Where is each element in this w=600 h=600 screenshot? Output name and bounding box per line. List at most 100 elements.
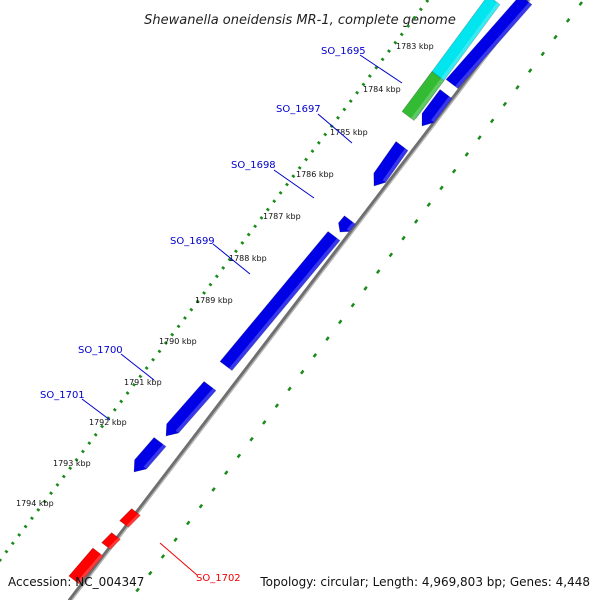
tick-dot [10,541,15,546]
gene-label-so-1698[interactable]: SO_1698 [231,160,276,171]
tick-label: 1787 kbp [263,212,301,221]
tick-dot [55,482,60,487]
tick-dot [291,174,296,179]
tick-dot [189,307,194,312]
gene-label-so-1699[interactable]: SO_1699 [170,236,215,247]
tick-dot [221,266,226,270]
tick-dot [49,491,54,496]
leader-line [159,542,198,576]
tick-dot [87,441,92,446]
tick-dot [144,366,149,370]
map-title: Shewanella oneidensis MR-1, complete gen… [144,13,456,28]
tick-dash [325,336,330,342]
gene-bevel [382,148,408,183]
gene-bevel [175,388,216,434]
tick-dash [173,537,178,543]
tick-dot [227,257,232,262]
tick-dash [148,570,153,576]
tick-dot [74,457,79,462]
gene-label-so-1695[interactable]: SO_1695 [321,46,366,57]
tick-dash [198,503,204,509]
gene-so-1697[interactable] [421,89,453,127]
tick-dot [259,215,264,220]
gene-label-so-1701[interactable]: SO_1701 [40,390,85,401]
tick-dot [138,374,143,379]
gene-bevel [126,513,141,528]
tick-label: 1784 kbp [363,85,401,94]
tick-dash [312,353,318,358]
genome-backbone [68,0,530,600]
gene-label-so-1700[interactable]: SO_1700 [78,345,123,356]
tick-dot [336,115,340,120]
leader-line [359,54,403,84]
gene-so-1701[interactable] [133,437,167,473]
position-labels: 1783 kbp 1784 kbp 1785 kbp 1786 kbp 1787… [16,42,434,508]
tick-label: 1793 kbp [53,459,91,468]
tick-dot [68,466,73,471]
tick-dot [316,140,321,145]
tick-dash [186,520,191,526]
gene-so-1702[interactable] [68,547,104,585]
tick-label: 1794 kbp [16,499,54,508]
tick-dash [540,51,546,57]
leader-line [81,398,111,421]
gene-so-1698[interactable] [373,141,409,187]
tick-dot [265,207,270,212]
gene-track [68,0,533,585]
tick-dash [160,554,166,559]
gene-bevel [454,2,532,89]
tick-dot [17,533,22,537]
tick-dot [297,165,302,170]
gene-so-1699a[interactable] [338,215,356,233]
tick-dot [418,7,423,12]
tick-dash [388,252,394,258]
tick-dash [527,68,533,73]
tick-dot [348,99,353,104]
tick-dot [367,74,372,78]
gene-label-so-1702[interactable]: SO_1702 [196,573,241,584]
tick-dash [249,436,254,442]
tick-dot [151,357,156,362]
gene-so-1699[interactable] [219,231,341,371]
tick-dot [323,132,328,137]
tick-dash [401,235,406,241]
genome-backbone-shade [71,0,531,600]
gene-so-1694[interactable] [445,0,533,89]
tick-dot [253,224,258,229]
tick-dot [4,549,9,554]
gene-leaders [81,54,403,576]
tick-dash [300,369,305,375]
tick-dot [0,558,2,562]
tick-dash [439,185,444,191]
tick-dash [224,470,229,476]
gene-so-1696[interactable] [401,71,445,121]
tick-dash [338,319,343,325]
tick-dot [304,157,309,162]
topology-summary: Topology: circular; Length: 4,969,803 bp… [259,575,590,589]
tick-label: 1789 kbp [195,296,233,305]
tick-dot [80,449,85,454]
tick-dot [246,232,251,237]
gene-bevel [108,537,121,550]
tick-label: 1783 kbp [396,42,434,51]
tick-dash [578,1,583,6]
tick-dot [387,49,391,53]
tick-dot [125,391,130,395]
tick-dot [310,149,315,154]
gene-bevel [430,96,452,123]
gene-so-1702b[interactable] [101,532,121,550]
tick-dot [202,291,207,295]
tick-dot [214,274,219,279]
gene-label-so-1697[interactable]: SO_1697 [276,104,321,115]
tick-dash [135,587,140,593]
gene-so-1702a[interactable] [119,508,141,528]
tick-label: 1786 kbp [296,170,334,179]
tick-dot [393,40,398,45]
gene-so-1700[interactable] [165,381,217,437]
tick-dash [464,152,470,157]
tick-dot [361,82,366,87]
gene-bevel [228,238,340,371]
tick-track-outer [0,0,430,562]
leader-line [120,353,155,381]
